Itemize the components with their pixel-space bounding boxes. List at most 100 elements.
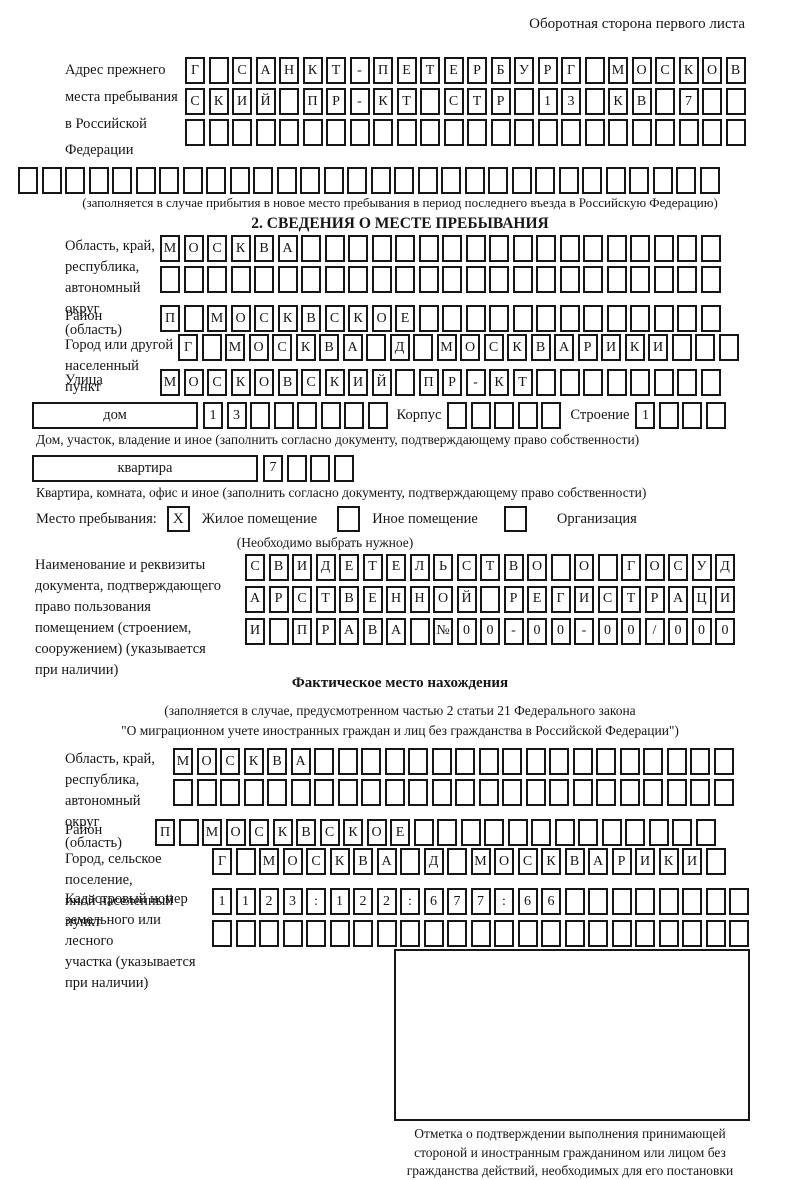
char-box	[408, 779, 428, 807]
char-box	[490, 119, 511, 146]
char-box	[511, 167, 532, 195]
char-box: №	[433, 617, 453, 645]
char-box: 0	[456, 617, 477, 645]
char-box	[695, 819, 716, 847]
char-box	[201, 334, 222, 362]
char-box	[348, 266, 368, 294]
char-box	[554, 819, 575, 847]
char-box: В	[296, 819, 316, 847]
char-box	[326, 119, 346, 146]
char-box	[160, 266, 180, 294]
char-box: А	[339, 617, 359, 645]
fact-region-row-2	[173, 779, 800, 807]
char-box	[635, 920, 655, 948]
char-box	[611, 920, 632, 948]
char-box	[690, 779, 710, 807]
char-box: Г	[178, 334, 198, 362]
char-box: О	[366, 819, 387, 847]
stay-type-label: Место пребывания:	[36, 510, 157, 527]
char-box	[220, 779, 240, 807]
char-box: О	[433, 585, 453, 613]
char-box: С	[292, 585, 312, 613]
checkbox-residential-mark: X	[172, 510, 184, 527]
building-cells	[447, 402, 562, 430]
char-box	[464, 167, 485, 195]
char-box	[718, 334, 739, 362]
char-box: О	[371, 305, 392, 333]
char-box: Р	[467, 57, 487, 84]
char-box	[630, 305, 650, 333]
char-box: С	[306, 848, 326, 876]
prev-address-section: Адрес прежнего места пребывания в Россий…	[65, 57, 800, 164]
char-box: К	[243, 748, 264, 776]
char-box	[478, 748, 499, 776]
char-box: К	[329, 848, 350, 876]
char-box	[583, 369, 603, 397]
char-box: Г	[212, 848, 232, 876]
char-box: С	[254, 305, 274, 333]
char-box	[447, 920, 467, 948]
char-box	[235, 920, 256, 948]
char-box	[400, 920, 420, 948]
char-box: Р	[503, 585, 524, 613]
char-box	[695, 334, 715, 362]
char-box: В	[319, 334, 339, 362]
char-box	[517, 402, 538, 430]
char-box	[729, 920, 749, 948]
char-box	[441, 167, 461, 195]
char-box: 3	[561, 88, 581, 115]
char-box: С	[443, 88, 464, 115]
char-box: Е	[390, 819, 410, 847]
char-box: М	[259, 848, 279, 876]
char-box: К	[658, 848, 679, 876]
char-box	[653, 305, 674, 333]
char-box: 2	[376, 888, 397, 916]
char-box	[572, 779, 593, 807]
char-box	[588, 888, 608, 916]
char-box	[725, 119, 746, 146]
char-box	[713, 748, 734, 776]
char-box: Е	[362, 585, 383, 613]
char-box: С	[301, 369, 321, 397]
char-box	[443, 119, 464, 146]
char-box: И	[715, 585, 735, 613]
char-box	[559, 305, 580, 333]
char-box: О	[225, 819, 246, 847]
char-box: К	[608, 88, 628, 115]
checkbox-organization	[503, 506, 527, 533]
char-box: -	[574, 617, 594, 645]
char-box: И	[601, 334, 621, 362]
char-box	[494, 920, 514, 948]
char-box: К	[272, 819, 293, 847]
char-box: П	[373, 57, 393, 84]
char-box: 0	[527, 617, 547, 645]
char-box: А	[245, 585, 265, 613]
char-box: К	[624, 334, 645, 362]
char-box: Е	[395, 305, 415, 333]
char-box	[208, 57, 229, 84]
char-box	[314, 748, 334, 776]
char-box	[207, 266, 227, 294]
char-box: Г	[185, 57, 205, 84]
char-box	[702, 119, 722, 146]
prev-address-label: Адрес прежнего места пребывания в Россий…	[65, 62, 178, 159]
char-box: К	[230, 235, 251, 263]
char-box	[185, 119, 205, 146]
apartment-note: Квартира, комната, офис и иное (заполнит…	[36, 484, 647, 500]
char-box: М	[207, 305, 227, 333]
char-box: А	[668, 585, 688, 613]
char-box: 1	[212, 888, 232, 916]
char-box: У	[691, 553, 712, 581]
document-row-3: И П Р А В А № 0 0-0 0-0 0/0 0 0	[245, 617, 800, 645]
char-box: В	[631, 88, 652, 115]
char-box: О	[527, 553, 547, 581]
char-box	[480, 585, 500, 613]
char-box: Ц	[691, 585, 712, 613]
char-box	[561, 119, 581, 146]
apartment-row: квартира 7	[32, 454, 800, 482]
